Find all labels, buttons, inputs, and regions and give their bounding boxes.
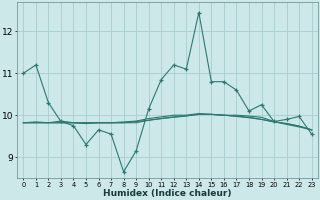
X-axis label: Humidex (Indice chaleur): Humidex (Indice chaleur) <box>103 189 232 198</box>
